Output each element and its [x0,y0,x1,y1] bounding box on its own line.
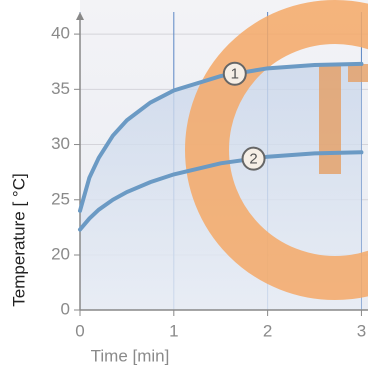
line-series [78,150,364,232]
y-tick-label: 0 [61,299,70,318]
x-tick-label: 1 [169,321,178,340]
legend-label: 1 [231,66,239,83]
y-tick-label: 40 [51,24,70,43]
x-tick-label: 0 [75,321,84,340]
x-tick-label: 2 [263,321,272,340]
y-tick-label: 35 [51,79,70,98]
x-axis-label: Time [min] [91,346,170,365]
y-tick-label: 20 [51,244,70,263]
decor-ring [185,0,368,300]
y-tick-label: 25 [51,189,70,208]
y-tick-label: 30 [51,134,70,153]
legend-marker [241,146,266,171]
legend-label: 2 [249,151,257,168]
x-tick-label: 3 [357,321,366,340]
decor-bar [348,64,368,82]
y-axis-label: Temperature [ °C] [9,173,28,306]
decor-bar [319,64,341,174]
line-series [78,61,364,213]
legend-marker [222,61,247,86]
y-axis-arrow [76,12,84,20]
